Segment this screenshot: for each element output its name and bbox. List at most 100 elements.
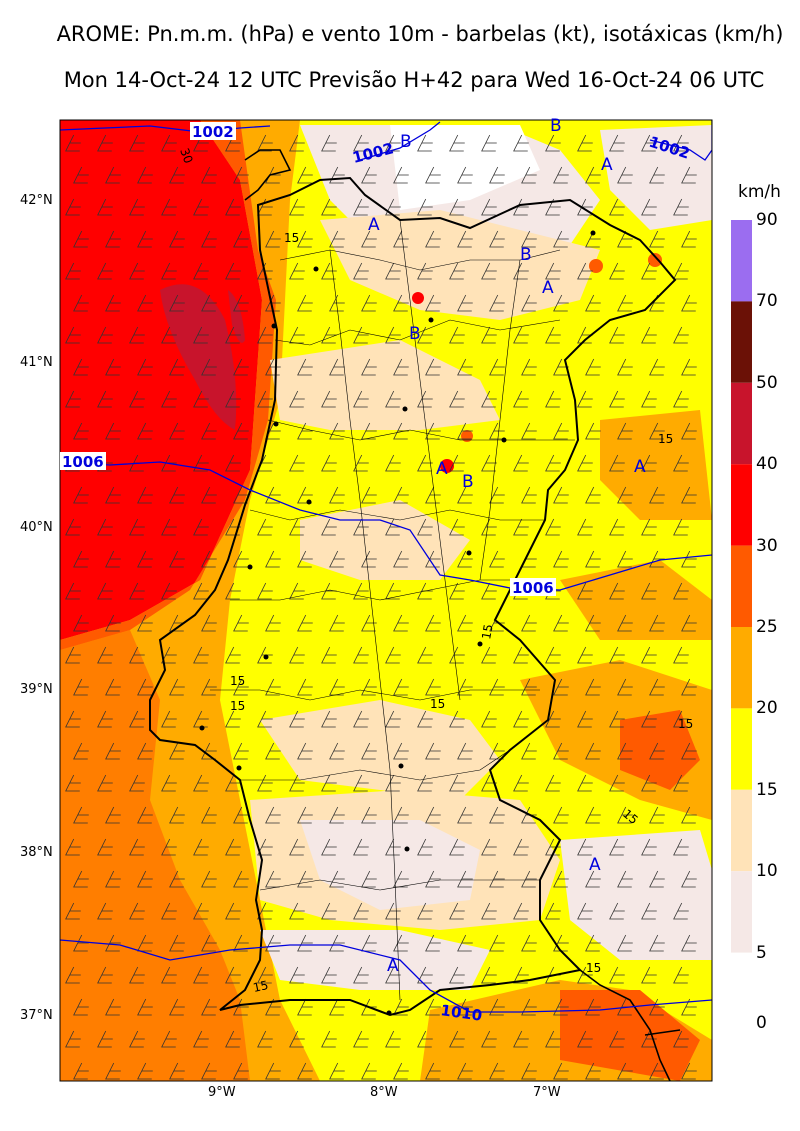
wind-barb [129,326,145,344]
wind-barb [161,262,177,280]
wind-barb [649,614,665,632]
wind-barb [385,902,401,920]
wind-barb [609,326,625,344]
wind-barb [449,838,465,856]
wind-barb [521,166,537,184]
wind-barb [73,422,89,440]
wind-barb [201,294,217,312]
wind-barb [681,870,697,888]
wind-barb [353,454,369,472]
wind-barb [385,390,401,408]
isobar-label: 1010 [439,1001,483,1025]
wind-barb [329,614,345,632]
wind-barb [329,1062,345,1080]
wind-barb [201,614,217,632]
wind-barb [73,742,89,760]
wind-barb [169,870,185,888]
wind-barb [361,550,377,568]
wind-barb [617,166,633,184]
wind-barb [417,454,433,472]
wind-barb [609,518,625,536]
wind-barb [673,134,689,152]
colorbar-tick-label: 90 [756,210,778,230]
wind-barb [425,934,441,952]
wind-barb [553,998,569,1016]
wind-barb [161,518,177,536]
wind-barb [673,198,689,216]
wind-barb [385,454,401,472]
wind-barb [673,326,689,344]
longitude-label: 9°W [208,1085,236,1100]
colorbar-segment [731,545,752,627]
wind-barb [617,294,633,312]
map-subtitle: Mon 14-Oct-24 12 UTC Previsão H+42 para … [63,68,765,92]
wind-barb [641,710,657,728]
wind-barb [513,646,529,664]
wind-barb [449,1030,465,1048]
isotach-label: 15 [430,697,445,711]
wind-barb [329,998,345,1016]
wind-barb [97,262,113,280]
wind-barb [73,806,89,824]
wind-barb [681,294,697,312]
wind-barb [129,1030,145,1048]
wind-barb [97,1030,113,1048]
wind-barb [289,262,305,280]
wind-barb [225,902,241,920]
wind-barb [457,358,473,376]
wind-barb [617,678,633,696]
wind-barb [681,934,697,952]
wind-barb [545,262,561,280]
wind-barb [545,646,561,664]
wind-barb [257,838,273,856]
wind-barb [393,358,409,376]
wind-barb [265,870,281,888]
wind-barb [489,486,505,504]
wind-barb [457,550,473,568]
wind-barb [257,582,273,600]
wind-barb [513,902,529,920]
wind-barb [521,1062,537,1080]
wind-barb [201,230,217,248]
wind-barb [201,358,217,376]
colorbar-segment [731,220,752,302]
wind-barb [617,358,633,376]
wind-barb [585,742,601,760]
wind-barb [193,390,209,408]
wind-barb [34,647,49,663]
wind-barb [673,838,689,856]
wind-barb [297,998,313,1016]
wind-barb [34,903,49,919]
wind-barb [297,614,313,632]
wind-barb [321,262,337,280]
wind-barb [361,806,377,824]
wind-barb [617,870,633,888]
wind-barb [577,134,593,152]
wind-barb [585,934,601,952]
wind-barb [457,998,473,1016]
wind-barb [577,774,593,792]
wind-barb [193,262,209,280]
wind-barb [577,838,593,856]
wind-barb [65,518,81,536]
wind-barb [73,358,89,376]
wind-barb [193,454,209,472]
wind-barb [161,646,177,664]
district-borders [210,219,575,1001]
wind-barb [193,646,209,664]
wind-barb [513,1030,529,1048]
wind-barb [641,1030,657,1048]
wind-barb [617,230,633,248]
wind-barb [425,742,441,760]
wind-barb [34,455,49,471]
wind-barb [353,966,369,984]
longitude-label: 8°W [370,1085,398,1100]
wind-barb [553,678,569,696]
wind-barb [385,198,401,216]
latitude-label: 38°N [20,845,53,860]
wind-barb [257,966,273,984]
wind-barb [681,742,697,760]
pressure-centers: A A A A A A A B B B B B [368,116,646,976]
colorbar-segment [731,464,752,546]
wind-barb [105,230,121,248]
